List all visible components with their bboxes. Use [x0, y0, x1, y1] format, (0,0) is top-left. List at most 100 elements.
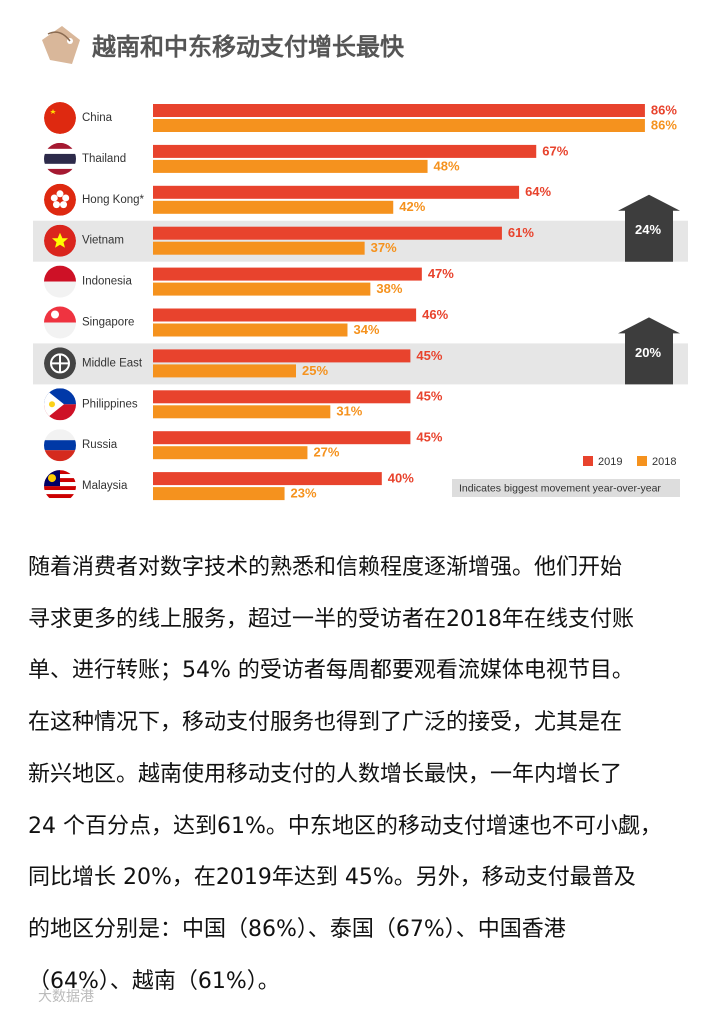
- category-label: Philippines: [82, 398, 138, 410]
- bar: [153, 104, 645, 117]
- flag: [51, 310, 59, 319]
- value-label: 23%: [291, 486, 317, 501]
- paragraph-line: 寻求更多的线上服务，超过一半的受访者在2018年在线支付账: [28, 606, 634, 632]
- paragraph-line: 24 个百分点，达到61%。中东地区的移动支付增速也不可小觑，: [28, 813, 662, 839]
- value-label: 67%: [542, 143, 568, 158]
- flag: [60, 201, 68, 209]
- bar: [153, 241, 365, 255]
- value-label: 64%: [525, 184, 551, 199]
- title-icon: [42, 26, 80, 64]
- flag: [44, 494, 76, 499]
- annotation: 24%: [635, 222, 661, 237]
- flag: [52, 232, 68, 248]
- flag: [44, 486, 76, 491]
- flag-icon: [44, 265, 76, 298]
- legend-note-box: [452, 479, 680, 497]
- flag: [44, 306, 76, 323]
- flag-icon: [44, 183, 76, 216]
- title: 越南和中东移动支付增长最快: [92, 33, 405, 61]
- flag: [62, 194, 70, 202]
- paragraph-line: 随着消费者对数字技术的熟悉和信赖程度逐渐增强。他们开始: [28, 555, 623, 580]
- value-label: 48%: [434, 158, 460, 173]
- value-label: 38%: [376, 281, 402, 296]
- value-label: 27%: [313, 445, 339, 460]
- bar: [153, 159, 428, 173]
- bar: [153, 119, 645, 132]
- bar: [153, 200, 394, 214]
- category-label: Middle East: [82, 357, 143, 369]
- bar: [153, 144, 537, 158]
- flag: [44, 281, 76, 298]
- value-label: 37%: [371, 240, 397, 255]
- bar: [153, 390, 411, 404]
- flag-icon: [44, 142, 76, 175]
- category-label: Indonesia: [82, 276, 132, 288]
- category-label: Russia: [82, 439, 118, 451]
- flag: [44, 490, 76, 495]
- flag: [44, 163, 76, 170]
- flag-icon: [44, 388, 76, 421]
- flag: [44, 168, 76, 175]
- flag-icon: [44, 470, 76, 503]
- flag: [51, 354, 69, 373]
- value-label: 25%: [302, 363, 328, 378]
- value-label: 47%: [428, 266, 454, 281]
- bar: [153, 364, 296, 378]
- flag: [44, 102, 76, 134]
- paragraph-line: 新兴地区。越南使用移动支付的人数增长最快，一年内增长了: [28, 761, 623, 787]
- flag: [56, 190, 64, 198]
- bar: [153, 487, 285, 501]
- category-label: Singapore: [82, 317, 134, 329]
- bar: [153, 267, 422, 281]
- flag: [44, 450, 76, 462]
- watermark: 大数据港: [38, 989, 94, 1005]
- flag: [44, 183, 76, 216]
- bar: [153, 431, 411, 445]
- value-label: 86%: [651, 102, 677, 117]
- bar: [153, 472, 382, 486]
- bar: [153, 226, 502, 240]
- flag: [50, 194, 58, 202]
- flag: [48, 474, 56, 483]
- value-label: 45%: [416, 348, 442, 363]
- category-label: Thailand: [82, 153, 126, 165]
- flag: [44, 322, 76, 339]
- flag-icon: [44, 224, 76, 257]
- legend-label: 2018: [652, 456, 676, 468]
- flag: [52, 201, 60, 209]
- flag: [44, 153, 76, 164]
- annotation: 20%: [635, 345, 661, 360]
- bar: [153, 282, 371, 296]
- value-label: 45%: [416, 389, 442, 404]
- category-label: Vietnam: [82, 235, 124, 247]
- value-label: 61%: [508, 225, 534, 240]
- category-label: China: [82, 112, 113, 124]
- trend-arrow: [618, 317, 680, 385]
- value-label: 31%: [336, 404, 362, 419]
- bar: [153, 323, 348, 337]
- value-label: 42%: [399, 199, 425, 214]
- value-label: 40%: [388, 471, 414, 486]
- value-label: 86%: [651, 117, 677, 132]
- flag: [44, 440, 76, 451]
- flag: [44, 429, 76, 441]
- flag: [49, 401, 55, 408]
- bar: [153, 446, 308, 460]
- paragraph-line: （64%）、越南（61%）。: [28, 968, 280, 994]
- legend-swatch: [637, 456, 647, 466]
- legend-swatch: [583, 456, 593, 466]
- bar: [153, 185, 520, 199]
- paragraph-line: 在这种情况下，移动支付服务也得到了广泛的接受，尤其是在: [28, 710, 623, 736]
- paragraph-line: 同比增长 20%，在2019年达到 45%。另外，移动支付最普及: [28, 865, 636, 891]
- paragraph-line: 单、进行转账；54% 的受访者每周都要观看流媒体电视节目。: [28, 658, 634, 684]
- legend-label: 2019: [598, 456, 622, 468]
- category-label: Hong Kong*: [82, 194, 145, 206]
- flag-icon: [44, 347, 76, 380]
- category-label: Malaysia: [82, 480, 128, 492]
- flag: [50, 109, 56, 114]
- flag: [44, 265, 76, 282]
- flag: [44, 148, 76, 155]
- bar: [153, 405, 331, 419]
